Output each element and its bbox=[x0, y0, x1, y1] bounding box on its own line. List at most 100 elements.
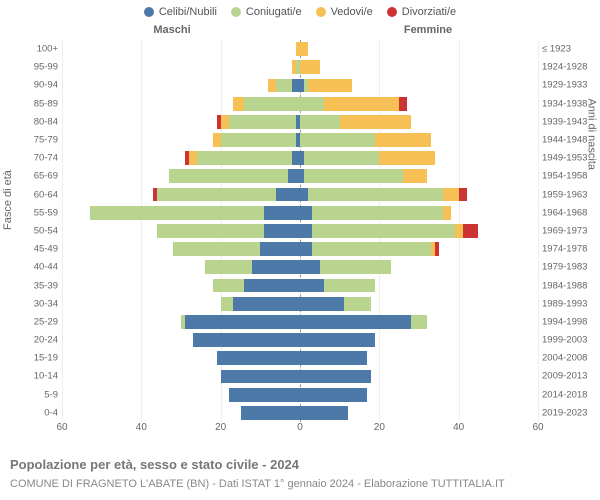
bar-segment-married bbox=[229, 115, 296, 129]
bar-female bbox=[300, 315, 427, 329]
birth-year-label: 1924-1928 bbox=[538, 63, 598, 73]
age-band-label: 70-74 bbox=[8, 153, 62, 163]
bar-segment-married bbox=[197, 151, 292, 165]
circle-icon bbox=[316, 7, 326, 17]
bar-segment-married bbox=[312, 224, 455, 238]
bar-segment-widowed bbox=[221, 115, 229, 129]
bar-segment-married bbox=[300, 115, 340, 129]
bar-segment-single bbox=[300, 242, 312, 256]
birth-year-label: 1974-1978 bbox=[538, 244, 598, 254]
birth-year-label: 2014-2018 bbox=[538, 390, 598, 400]
age-band-label: 45-49 bbox=[8, 244, 62, 254]
birth-year-label: 2019-2023 bbox=[538, 408, 598, 418]
x-tick-label: 0 bbox=[297, 422, 303, 433]
bar-segment-married bbox=[320, 260, 391, 274]
pyramid-row: 90-941929-1933 bbox=[62, 76, 538, 94]
bar-segment-widowed bbox=[308, 79, 352, 93]
bar-female bbox=[300, 133, 431, 147]
bar-male bbox=[217, 351, 300, 365]
pyramid-row: 15-192004-2008 bbox=[62, 349, 538, 367]
bar-segment-married bbox=[312, 206, 443, 220]
pyramid-row: 85-891934-1938 bbox=[62, 95, 538, 113]
birth-year-label: 1989-1993 bbox=[538, 299, 598, 309]
bar-segment-married bbox=[244, 97, 300, 111]
bar-segment-single bbox=[300, 297, 344, 311]
bar-segment-single bbox=[300, 351, 367, 365]
bar-segment-single bbox=[264, 206, 300, 220]
pyramid-row: 95-991924-1928 bbox=[62, 58, 538, 76]
bar-male bbox=[181, 315, 300, 329]
age-band-label: 40-44 bbox=[8, 263, 62, 273]
bar-segment-married bbox=[304, 169, 403, 183]
bar-segment-divorced bbox=[463, 224, 479, 238]
bar-male bbox=[213, 279, 300, 293]
bar-segment-widowed bbox=[340, 115, 411, 129]
age-band-label: 20-24 bbox=[8, 335, 62, 345]
pyramid-row: 100+≤ 1923 bbox=[62, 40, 538, 58]
bar-segment-widowed bbox=[443, 188, 459, 202]
bar-female bbox=[300, 97, 407, 111]
bar-female bbox=[300, 242, 439, 256]
bar-female bbox=[300, 115, 411, 129]
bar-segment-single bbox=[300, 406, 348, 420]
bar-segment-divorced bbox=[399, 97, 407, 111]
legend: Celibi/Nubili Coniugati/e Vedovi/e Divor… bbox=[0, 6, 600, 18]
bar-male bbox=[221, 370, 300, 384]
birth-year-label: 1999-2003 bbox=[538, 335, 598, 345]
age-band-label: 0-4 bbox=[8, 408, 62, 418]
bar-segment-widowed bbox=[300, 42, 308, 56]
age-band-label: 60-64 bbox=[8, 190, 62, 200]
bar-segment-single bbox=[300, 206, 312, 220]
bar-female bbox=[300, 188, 467, 202]
pyramid-row: 45-491974-1978 bbox=[62, 240, 538, 258]
age-band-label: 80-84 bbox=[8, 117, 62, 127]
x-tick-label: 40 bbox=[136, 422, 147, 433]
bar-segment-single bbox=[300, 260, 320, 274]
bar-segment-widowed bbox=[213, 133, 221, 147]
bar-male bbox=[90, 206, 300, 220]
gender-male-label: Maschi bbox=[62, 24, 282, 36]
legend-label: Celibi/Nubili bbox=[159, 6, 217, 18]
bar-female bbox=[300, 42, 308, 56]
bar-female bbox=[300, 388, 367, 402]
bar-segment-widowed bbox=[189, 151, 197, 165]
legend-item-single: Celibi/Nubili bbox=[144, 6, 217, 18]
bar-segment-married bbox=[308, 188, 443, 202]
bar-male bbox=[185, 151, 300, 165]
pyramid-row: 5-92014-2018 bbox=[62, 386, 538, 404]
chart-title: Popolazione per età, sesso e stato civil… bbox=[10, 457, 299, 472]
age-band-label: 10-14 bbox=[8, 372, 62, 382]
pyramid-row: 50-541969-1973 bbox=[62, 222, 538, 240]
bar-segment-single bbox=[260, 242, 300, 256]
bar-female bbox=[300, 370, 371, 384]
bar-segment-single bbox=[300, 224, 312, 238]
birth-year-label: 2004-2008 bbox=[538, 354, 598, 364]
bar-segment-widowed bbox=[403, 169, 427, 183]
pyramid-row: 55-591964-1968 bbox=[62, 204, 538, 222]
x-tick-label: 60 bbox=[56, 422, 67, 433]
x-tick-label: 20 bbox=[215, 422, 226, 433]
age-band-label: 50-54 bbox=[8, 226, 62, 236]
pyramid-row: 70-741949-1953 bbox=[62, 149, 538, 167]
bar-female bbox=[300, 151, 435, 165]
bar-segment-single bbox=[276, 188, 300, 202]
bar-segment-single bbox=[185, 315, 300, 329]
x-tick-label: 40 bbox=[453, 422, 464, 433]
gender-female-label: Femmine bbox=[318, 24, 538, 36]
bar-segment-single bbox=[300, 279, 324, 293]
bar-male bbox=[268, 79, 300, 93]
bar-female bbox=[300, 333, 375, 347]
birth-year-label: 1934-1938 bbox=[538, 99, 598, 109]
bar-segment-single bbox=[288, 169, 300, 183]
birth-year-label: 1939-1943 bbox=[538, 117, 598, 127]
bar-segment-single bbox=[300, 388, 367, 402]
age-band-label: 75-79 bbox=[8, 135, 62, 145]
bar-segment-married bbox=[411, 315, 427, 329]
bar-segment-married bbox=[213, 279, 245, 293]
age-band-label: 55-59 bbox=[8, 208, 62, 218]
bar-female bbox=[300, 224, 478, 238]
birth-year-label: 1959-1963 bbox=[538, 190, 598, 200]
bar-female bbox=[300, 297, 371, 311]
bar-female bbox=[300, 79, 352, 93]
bar-segment-single bbox=[221, 370, 300, 384]
